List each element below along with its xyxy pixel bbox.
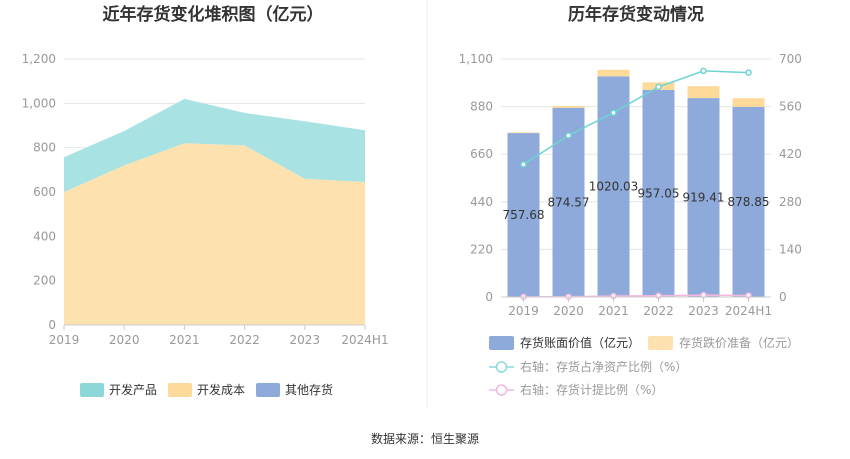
y2-tick-label: 280 bbox=[779, 195, 802, 209]
y-tick-label: 600 bbox=[33, 185, 56, 199]
area-dev-cost bbox=[64, 143, 365, 325]
legend-swatch bbox=[489, 336, 514, 350]
x-tick-label: 2020 bbox=[109, 333, 140, 347]
legend-label: 存货账面价值（亿元） bbox=[520, 335, 640, 350]
bar-value-label: 757.68 bbox=[503, 208, 545, 222]
bar-value-label: 1020.03 bbox=[589, 180, 639, 194]
bar-book-value bbox=[507, 133, 540, 297]
y2-tick-label: 700 bbox=[779, 52, 802, 66]
point-inventory-ratio bbox=[745, 69, 752, 76]
bar-value-label: 874.57 bbox=[548, 195, 590, 209]
bar-book-value bbox=[552, 107, 585, 297]
point-inventory-ratio bbox=[655, 83, 662, 91]
bar-value-label: 878.85 bbox=[728, 195, 770, 209]
y2-tick-label: 0 bbox=[779, 290, 787, 304]
data-source: 数据来源：恒生聚源 bbox=[371, 431, 479, 446]
y-tick-label: 200 bbox=[33, 274, 56, 288]
point-inventory-ratio bbox=[610, 109, 617, 116]
y2-tick-label: 420 bbox=[779, 147, 802, 161]
bar-impairment bbox=[597, 69, 630, 77]
bar-value-label: 919.41 bbox=[683, 191, 725, 205]
point-inventory-ratio bbox=[565, 132, 572, 139]
area-dev-product bbox=[64, 98, 365, 192]
legend-label: 开发产品 bbox=[109, 382, 157, 397]
y2-tick-label: 560 bbox=[779, 100, 802, 114]
x-tick-label: 2023 bbox=[688, 304, 719, 318]
bar-impairment bbox=[732, 98, 765, 107]
x-tick-label: 2022 bbox=[229, 333, 260, 347]
x-tick-label: 2021 bbox=[169, 333, 200, 347]
legend-label: 开发成本 bbox=[197, 382, 245, 397]
legend-label: 存货跌价准备（亿元） bbox=[679, 335, 799, 350]
x-tick-label: 2024H1 bbox=[341, 333, 388, 347]
x-tick-label: 2020 bbox=[553, 304, 584, 318]
legend-swatch bbox=[80, 383, 104, 397]
x-tick-label: 2022 bbox=[643, 304, 674, 318]
y-tick-label: 440 bbox=[470, 195, 493, 209]
stacked-area-chart: 近年存货变化堆积图（亿元） 0 200 400 600 800 1,000 1,200 2019… bbox=[22, 4, 389, 397]
chart-title: 历年存货变动情况 bbox=[568, 4, 704, 25]
legend-marker bbox=[495, 384, 508, 396]
legend-marker bbox=[495, 361, 508, 373]
legend-swatch bbox=[168, 383, 192, 397]
bar-line-chart: 历年存货变动情况 0 220 440 660 880 1,100 0 140 280 420 560 7… bbox=[459, 4, 802, 397]
y-tick-label: 400 bbox=[33, 229, 56, 243]
y-tick-label: 660 bbox=[470, 147, 493, 161]
y2-tick-label: 140 bbox=[779, 242, 802, 256]
x-tick-label: 2019 bbox=[508, 304, 539, 318]
bar-impairment bbox=[552, 106, 585, 108]
y-tick-label: 220 bbox=[470, 242, 493, 256]
line-inventory-ratio bbox=[523, 70, 749, 166]
legend-label: 其他存货 bbox=[285, 382, 333, 397]
bar-book-value bbox=[687, 98, 720, 297]
legend-swatch bbox=[648, 336, 673, 350]
bar-book-value bbox=[642, 89, 675, 297]
chart-title: 近年存货变化堆积图（亿元） bbox=[103, 4, 324, 25]
x-tick-label: 2021 bbox=[598, 304, 629, 318]
y-tick-label: 1,000 bbox=[22, 96, 56, 110]
bar-impairment bbox=[507, 132, 540, 134]
point-inventory-ratio bbox=[520, 161, 527, 168]
x-tick-label: 2019 bbox=[49, 333, 80, 347]
y-tick-label: 1,100 bbox=[459, 52, 493, 66]
legend-label: 右轴：存货占净资产比例（%） bbox=[520, 359, 687, 374]
legend-label: 右轴：存货计提比例（%） bbox=[520, 382, 663, 397]
bar-impairment bbox=[687, 86, 720, 99]
bar-value-label: 957.05 bbox=[638, 186, 680, 200]
bar-book-value bbox=[732, 106, 765, 297]
y-tick-label: 0 bbox=[485, 290, 493, 304]
y-tick-label: 880 bbox=[470, 100, 493, 114]
x-tick-label: 2024H1 bbox=[725, 304, 772, 318]
y-tick-label: 800 bbox=[33, 141, 56, 155]
legend-swatch bbox=[256, 383, 280, 397]
y-tick-label: 0 bbox=[48, 318, 56, 332]
x-tick-label: 2023 bbox=[290, 333, 321, 347]
point-inventory-ratio bbox=[700, 67, 707, 75]
y-tick-label: 1,200 bbox=[22, 52, 56, 66]
